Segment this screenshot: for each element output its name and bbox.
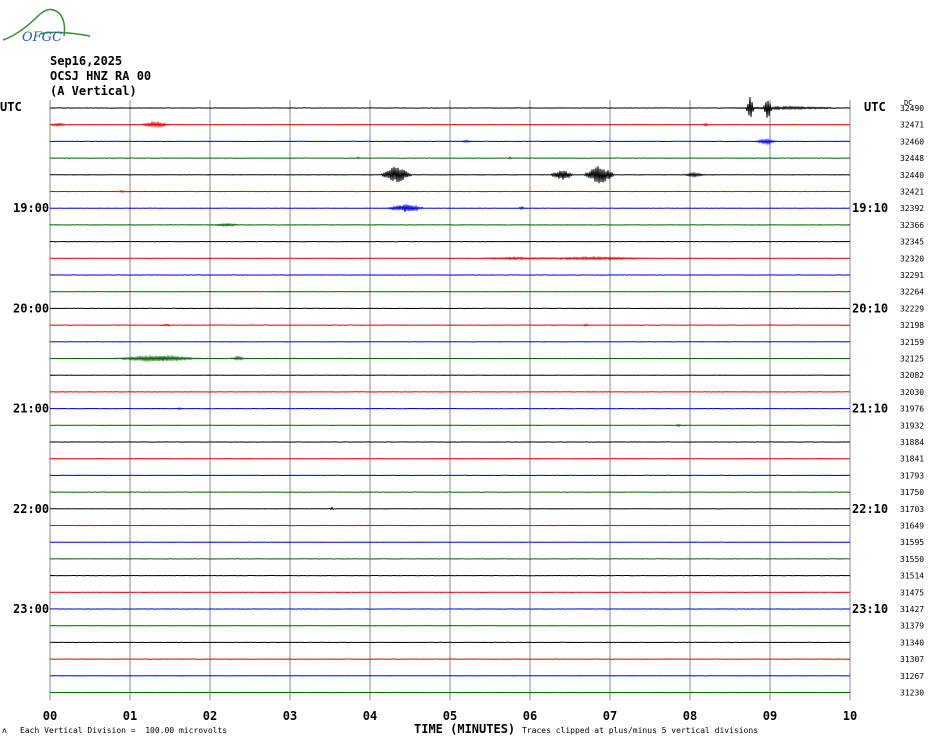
dc-offset-label: 32291 [900, 271, 924, 280]
dc-offset-label: 32440 [900, 171, 924, 180]
dc-offset-label: 32229 [900, 304, 924, 313]
dc-offset-label: 32082 [900, 371, 924, 380]
x-tick-label: 05 [443, 709, 457, 723]
dc-offset-label: 32264 [900, 288, 924, 297]
dc-offset-label: 32345 [900, 238, 924, 247]
time-label-right: 19:10 [852, 201, 888, 215]
axis-labels: 00 01 02 03 04 05 06 07 08 09 10 32490 32471 32460 324… [0, 99, 924, 723]
trace-row-7 [50, 222, 851, 228]
dc-offset-label: 32471 [900, 121, 924, 130]
dc-offset-label: 31379 [900, 622, 924, 631]
trace-row-19 [50, 423, 851, 428]
dc-offset-label: 31514 [900, 572, 924, 581]
time-label-left: 21:00 [13, 402, 49, 416]
dc-offset-label: 31475 [900, 588, 924, 597]
time-label-left: 20:00 [13, 301, 49, 315]
time-label-right: 22:10 [852, 502, 888, 516]
trace-row-5 [49, 189, 851, 194]
trace-row-2 [49, 137, 851, 146]
dc-offset-label: 31793 [900, 471, 924, 480]
utc-label-left: UTC [0, 100, 22, 114]
dc-offset-label: 31649 [900, 522, 924, 531]
trace-row-24 [50, 506, 850, 511]
x-tick-label: 04 [363, 709, 377, 723]
x-tick-label: 02 [203, 709, 217, 723]
x-tick-label: 03 [283, 709, 297, 723]
logo-arc [2, 8, 91, 41]
scale-note: Each Vertical Division = 100.00 microvol… [20, 726, 228, 735]
record-date: Sep16,2025 [50, 54, 123, 68]
time-label-right: 21:10 [852, 402, 888, 416]
x-tick-label: 10 [843, 709, 857, 723]
x-tick-label: 06 [523, 709, 537, 723]
dc-offset-label: 31703 [900, 505, 924, 514]
dc-offset-label: 31550 [900, 555, 924, 564]
dc-offset-label: 31340 [900, 638, 924, 647]
x-tick-label: 09 [763, 709, 777, 723]
dc-offset-label: 31307 [900, 655, 924, 664]
dc-offset-label: 32490 [900, 104, 924, 113]
logo: OFGC [2, 8, 91, 45]
trace-row-0 [49, 96, 851, 118]
trace-row-9 [50, 255, 851, 261]
dc-offset-label: 32125 [900, 355, 924, 364]
dc-offset-label: 32198 [900, 321, 924, 330]
time-label-right: 20:10 [852, 301, 888, 315]
trace-row-1 [49, 120, 851, 129]
dc-offset-label: 31976 [900, 405, 924, 414]
seismic-traces [49, 96, 851, 694]
dc-offset-label: 32460 [900, 137, 924, 146]
corner-mark: ʌ [2, 726, 7, 735]
dc-header-label: DC [904, 99, 912, 107]
trace-row-3 [49, 155, 851, 160]
dc-offset-label: 32030 [900, 388, 924, 397]
time-label-left: 19:00 [13, 201, 49, 215]
trace-row-6 [49, 204, 850, 212]
dc-offset-label: 31427 [900, 605, 924, 614]
trace-row-13 [50, 323, 851, 327]
x-axis-title: TIME (MINUTES) [414, 722, 516, 736]
dc-offset-label: 31932 [900, 421, 924, 430]
dc-offset-label: 32159 [900, 338, 924, 347]
x-tick-label: 01 [123, 709, 137, 723]
minute-gridlines [49, 100, 851, 701]
dc-offset-label: 31595 [900, 538, 924, 547]
time-label-left: 23:00 [13, 602, 49, 616]
component-label: (A Vertical) [50, 84, 137, 98]
dc-offset-label: 32320 [900, 254, 924, 263]
trace-row-18 [49, 407, 850, 411]
dc-offset-label: 31841 [900, 455, 924, 464]
time-label-left: 22:00 [13, 502, 49, 516]
dc-offset-label: 32421 [900, 188, 924, 197]
dc-offset-label: 32448 [900, 154, 924, 163]
time-label-right: 23:10 [852, 602, 888, 616]
utc-label-right: UTC [864, 100, 886, 114]
clip-note: Traces clipped at plus/minus 5 vertical … [522, 726, 759, 735]
x-tick-label: 07 [603, 709, 617, 723]
dc-offset-label: 31267 [900, 672, 924, 681]
dc-offset-label: 31230 [900, 689, 924, 698]
x-tick-label: 08 [683, 709, 697, 723]
dc-offset-label: 31750 [900, 488, 924, 497]
dc-offset-label: 32392 [900, 204, 924, 213]
station-code: OCSJ HNZ RA 00 [50, 69, 152, 83]
trace-row-15 [49, 354, 851, 363]
logo-text: OFGC [22, 30, 62, 45]
dc-offset-label: 32366 [900, 221, 924, 230]
trace-row-4 [50, 166, 850, 184]
dc-offset-label: 31884 [900, 438, 924, 447]
x-tick-label: 00 [43, 709, 57, 723]
